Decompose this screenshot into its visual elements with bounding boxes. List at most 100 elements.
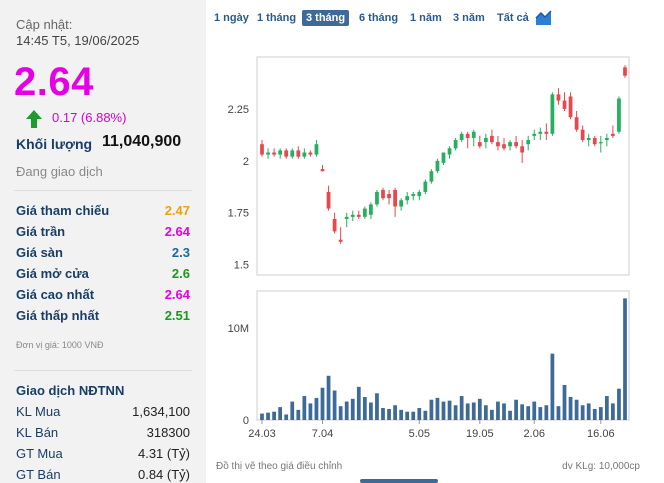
candle-body (483, 137, 488, 143)
foreign-value-sell-volume: 318300 (146, 425, 190, 440)
candle-body (320, 169, 325, 172)
volume-bar (296, 409, 301, 420)
candle-body (490, 135, 494, 143)
volume-bar (314, 397, 319, 420)
candle-body (423, 181, 428, 192)
volume-unit-note: dv KLg: 10,000cp (562, 461, 640, 472)
stat-label-high: Giá cao nhất (16, 287, 95, 302)
stat-value-ceiling: 2.64 (164, 224, 190, 239)
volume-bar (369, 402, 373, 420)
candle-body (592, 137, 597, 145)
tab-6-months[interactable]: 6 tháng (359, 12, 399, 24)
volume-bar (580, 405, 585, 420)
volume-bar (423, 410, 428, 420)
update-time: 14:45 T5, 19/06/2025 (16, 33, 140, 48)
candle-body (411, 194, 416, 197)
foreign-label-buy-value: GT Mua (16, 446, 63, 461)
chart-type-icon[interactable] (535, 9, 552, 26)
candle-body (477, 142, 482, 147)
candle-body (574, 117, 579, 130)
volume-bar (375, 393, 379, 420)
divider (14, 370, 192, 371)
candle-body (496, 142, 500, 147)
volume-bar (538, 407, 543, 420)
volume-bar (556, 406, 561, 420)
volume-bar (411, 411, 416, 420)
volume-bar (393, 405, 397, 420)
volume-bar (490, 409, 494, 420)
volume-bar (586, 403, 591, 420)
volume-bar (592, 408, 597, 420)
candle-body (399, 200, 404, 207)
candle-body (604, 137, 609, 141)
volume-bar (453, 405, 458, 420)
price-change: 0.17 (6.88%) (52, 110, 127, 125)
candle-body (381, 189, 385, 199)
current-price: 2.64 (14, 60, 94, 104)
chart-scrollbar[interactable] (360, 479, 438, 483)
candle-body (447, 148, 452, 155)
tab-all[interactable]: Tất cả (497, 12, 529, 24)
volume-bar (302, 396, 307, 420)
candle-body (266, 152, 270, 155)
candle-body (314, 144, 319, 155)
candle-body (580, 129, 585, 141)
stat-label-floor: Giá sàn (16, 245, 63, 260)
candle-body (526, 140, 531, 145)
tab-3-months[interactable]: 3 tháng (302, 10, 350, 26)
candle-body (296, 150, 301, 157)
candle-body (302, 152, 307, 157)
volume-bar (266, 412, 270, 420)
candle-body (435, 160, 440, 172)
volume-tick-label: 10M (228, 323, 249, 335)
candle-body (502, 144, 506, 149)
volume-bar (308, 403, 313, 420)
candle-body (344, 216, 349, 219)
volume-tick-label: 0 (243, 415, 249, 427)
tab-1-day[interactable]: 1 ngày (214, 12, 249, 24)
volume-bar (520, 404, 525, 420)
volume-bar (435, 397, 440, 420)
x-tick-label: 5.05 (409, 428, 430, 440)
foreign-value-buy-volume: 1,634,100 (132, 404, 190, 419)
stat-label-open: Giá mở cửa (16, 266, 89, 281)
volume-bar (459, 396, 464, 420)
volume-bar (477, 398, 482, 420)
volume-bar (362, 396, 367, 420)
volume-bar (272, 411, 276, 420)
tab-1-month[interactable]: 1 tháng (257, 12, 297, 24)
candle-body (326, 191, 331, 209)
unit-note: Đơn vị giá: 1000 VNĐ (16, 340, 104, 350)
volume-bar (611, 403, 615, 420)
candle-body (338, 239, 343, 242)
x-tick-label: 16.06 (587, 428, 615, 440)
volume-bar (290, 401, 295, 420)
candle-body (459, 133, 464, 141)
foreign-value-buy-value: 4.31 (Tỷ) (137, 446, 190, 461)
volume-bar (441, 401, 446, 420)
volume-bar (405, 411, 410, 420)
volume-bar (532, 401, 537, 420)
foreign-trade-title: Giao dịch NĐTNN (16, 383, 125, 398)
candle-body (532, 133, 537, 136)
candle-body (356, 214, 361, 217)
quote-sidebar: Cập nhật: 14:45 T5, 19/06/2025 2.64 0.17… (0, 0, 206, 483)
volume-bar (338, 406, 343, 420)
stat-label-reference: Giá tham chiếu (16, 203, 110, 218)
candle-body (471, 131, 476, 138)
tab-3-years[interactable]: 3 năm (453, 12, 485, 24)
volume-bar (387, 408, 391, 420)
foreign-label-buy-volume: KL Mua (16, 404, 61, 419)
tab-1-year[interactable]: 1 năm (410, 12, 442, 24)
volume-label: Khối lượng (16, 136, 93, 152)
candle-body (508, 142, 512, 147)
price-tick-label: 2 (243, 156, 249, 168)
candle-body (417, 191, 422, 197)
candle-body (453, 140, 458, 149)
foreign-label-sell-volume: KL Bán (16, 425, 59, 440)
volume-bar (260, 413, 264, 420)
price-tick-label: 1.5 (234, 260, 249, 272)
volume-bar (278, 407, 283, 420)
stat-value-open: 2.6 (171, 266, 190, 281)
